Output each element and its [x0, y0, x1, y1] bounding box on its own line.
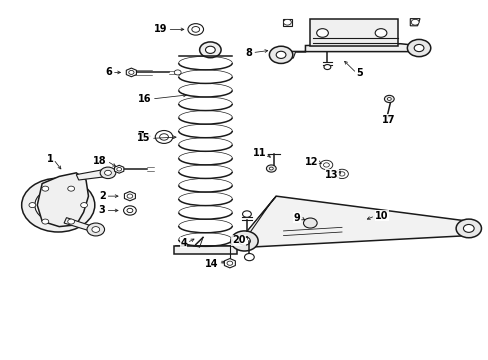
Text: 17: 17	[381, 115, 395, 125]
Text: 5: 5	[356, 68, 363, 78]
Circle shape	[242, 211, 251, 217]
Circle shape	[100, 167, 116, 179]
Circle shape	[230, 231, 258, 251]
Text: 20: 20	[231, 235, 245, 245]
Circle shape	[386, 98, 390, 100]
Text: 2: 2	[99, 191, 105, 201]
Polygon shape	[76, 169, 108, 180]
Circle shape	[407, 40, 430, 57]
Text: 9: 9	[293, 213, 300, 222]
Polygon shape	[244, 196, 468, 247]
Circle shape	[92, 226, 100, 232]
Circle shape	[174, 70, 181, 75]
Circle shape	[104, 170, 111, 175]
Circle shape	[324, 64, 330, 69]
Circle shape	[47, 197, 69, 213]
Circle shape	[87, 223, 104, 236]
Circle shape	[21, 178, 95, 232]
Circle shape	[269, 167, 273, 170]
Text: 4: 4	[180, 238, 186, 248]
Polygon shape	[37, 173, 88, 226]
Text: 3: 3	[99, 206, 105, 216]
Circle shape	[159, 134, 168, 140]
Text: 8: 8	[245, 48, 252, 58]
Circle shape	[191, 27, 199, 32]
Circle shape	[199, 42, 221, 58]
Text: 16: 16	[138, 94, 152, 104]
Circle shape	[29, 203, 36, 208]
Text: 19: 19	[154, 24, 167, 35]
Text: 7: 7	[138, 131, 144, 141]
Circle shape	[238, 237, 250, 245]
Circle shape	[42, 219, 49, 224]
Text: 1: 1	[46, 154, 53, 164]
Circle shape	[123, 206, 136, 215]
Polygon shape	[282, 19, 292, 26]
Circle shape	[81, 203, 87, 208]
Circle shape	[384, 95, 393, 103]
Text: 14: 14	[205, 259, 218, 269]
Circle shape	[413, 44, 423, 51]
Text: 13: 13	[325, 170, 338, 180]
Polygon shape	[239, 196, 276, 247]
Bar	[310, 19, 397, 45]
Circle shape	[283, 19, 291, 25]
Circle shape	[455, 219, 481, 238]
Circle shape	[244, 253, 254, 261]
Text: 15: 15	[137, 134, 151, 143]
Circle shape	[42, 186, 49, 191]
Circle shape	[316, 29, 328, 37]
Polygon shape	[64, 218, 96, 232]
Circle shape	[374, 29, 386, 37]
Circle shape	[320, 160, 332, 170]
Polygon shape	[285, 44, 417, 51]
Polygon shape	[173, 246, 237, 254]
Circle shape	[303, 218, 317, 228]
Polygon shape	[409, 19, 419, 26]
Circle shape	[127, 208, 133, 213]
Circle shape	[226, 261, 232, 265]
Circle shape	[323, 163, 329, 167]
Circle shape	[187, 24, 203, 35]
Circle shape	[335, 169, 347, 179]
Circle shape	[127, 194, 133, 198]
Text: 18: 18	[93, 156, 107, 166]
Text: 6: 6	[105, 67, 112, 77]
Polygon shape	[285, 51, 295, 58]
Circle shape	[266, 165, 276, 172]
Circle shape	[117, 167, 122, 171]
Circle shape	[68, 219, 74, 224]
Circle shape	[35, 188, 81, 222]
Circle shape	[276, 51, 285, 58]
Circle shape	[128, 71, 134, 75]
Text: 10: 10	[374, 211, 388, 221]
Circle shape	[410, 19, 418, 25]
Circle shape	[68, 186, 74, 191]
Text: 12: 12	[305, 157, 318, 167]
Circle shape	[463, 225, 473, 232]
Circle shape	[155, 131, 172, 143]
Circle shape	[269, 46, 292, 63]
Circle shape	[338, 172, 344, 176]
Circle shape	[205, 46, 215, 53]
Text: 11: 11	[252, 148, 265, 158]
